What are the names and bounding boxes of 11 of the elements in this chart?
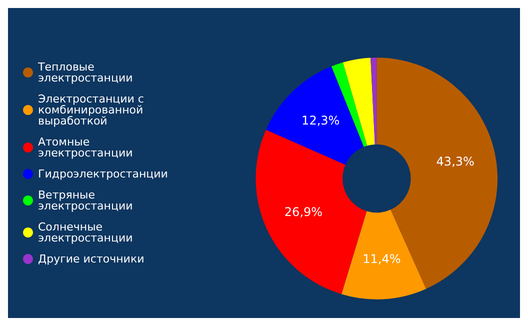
legend-label: Солнечные электростанции: [38, 220, 133, 244]
data-label: 43,3%: [436, 154, 474, 169]
legend-label: Тепловые электростанции: [37, 60, 133, 84]
legend-label: Гидроэлектростанции: [38, 168, 168, 180]
data-label: 26,9%: [284, 205, 323, 220]
legend-label: Атомные электростанции: [38, 136, 133, 160]
legend-label: Ветряные электростанции: [38, 188, 133, 212]
legend-label: Электростанции с комбинированной выработкой: [38, 92, 148, 128]
legend-label: Другие источники: [38, 252, 144, 266]
data-label: 12,3%: [302, 114, 340, 128]
data-label: 11,4%: [362, 252, 401, 266]
